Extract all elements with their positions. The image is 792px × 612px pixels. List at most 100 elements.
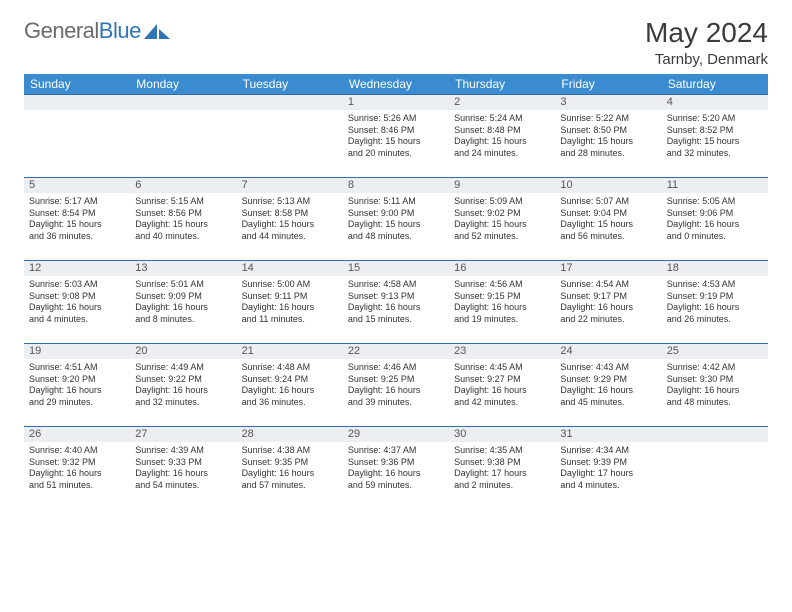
calendar-day-cell: 6Sunrise: 5:15 AMSunset: 8:56 PMDaylight… (130, 178, 236, 261)
calendar-week-row: 12Sunrise: 5:03 AMSunset: 9:08 PMDayligh… (24, 261, 768, 344)
calendar-day-cell: 7Sunrise: 5:13 AMSunset: 8:58 PMDaylight… (237, 178, 343, 261)
day-details: Sunrise: 5:03 AMSunset: 9:08 PMDaylight:… (24, 276, 130, 329)
sunset-line: Sunset: 9:36 PM (348, 457, 444, 469)
calendar-week-row: 1Sunrise: 5:26 AMSunset: 8:46 PMDaylight… (24, 95, 768, 178)
day-number: 17 (555, 261, 661, 276)
sunrise-line: Sunrise: 4:43 AM (560, 362, 656, 374)
calendar-day-cell: 10Sunrise: 5:07 AMSunset: 9:04 PMDayligh… (555, 178, 661, 261)
sunrise-line: Sunrise: 4:56 AM (454, 279, 550, 291)
day-number: 8 (343, 178, 449, 193)
day-details: Sunrise: 5:26 AMSunset: 8:46 PMDaylight:… (343, 110, 449, 163)
daylight-line: Daylight: 16 hoursand 11 minutes. (242, 302, 338, 325)
sunset-line: Sunset: 9:09 PM (135, 291, 231, 303)
sunrise-line: Sunrise: 5:20 AM (667, 113, 763, 125)
weekday-header: Monday (130, 74, 236, 95)
calendar-day-cell: 11Sunrise: 5:05 AMSunset: 9:06 PMDayligh… (662, 178, 768, 261)
day-details: Sunrise: 4:45 AMSunset: 9:27 PMDaylight:… (449, 359, 555, 412)
day-details: Sunrise: 5:22 AMSunset: 8:50 PMDaylight:… (555, 110, 661, 163)
day-number: 11 (662, 178, 768, 193)
calendar-day-cell (662, 427, 768, 510)
daylight-line: Daylight: 16 hoursand 29 minutes. (29, 385, 125, 408)
sunset-line: Sunset: 8:50 PM (560, 125, 656, 137)
title-block: May 2024 Tarnby, Denmark (645, 18, 768, 68)
sunrise-line: Sunrise: 4:34 AM (560, 445, 656, 457)
sunrise-line: Sunrise: 4:40 AM (29, 445, 125, 457)
weekday-header: Friday (555, 74, 661, 95)
daylight-line: Daylight: 16 hoursand 19 minutes. (454, 302, 550, 325)
daylight-line: Daylight: 16 hoursand 8 minutes. (135, 302, 231, 325)
sunrise-line: Sunrise: 4:49 AM (135, 362, 231, 374)
calendar-day-cell: 24Sunrise: 4:43 AMSunset: 9:29 PMDayligh… (555, 344, 661, 427)
daylight-line: Daylight: 15 hoursand 36 minutes. (29, 219, 125, 242)
day-details: Sunrise: 4:37 AMSunset: 9:36 PMDaylight:… (343, 442, 449, 495)
header: GeneralBlue May 2024 Tarnby, Denmark (24, 18, 768, 68)
sunset-line: Sunset: 9:17 PM (560, 291, 656, 303)
daylight-line: Daylight: 16 hoursand 57 minutes. (242, 468, 338, 491)
day-number: 21 (237, 344, 343, 359)
day-number: 19 (24, 344, 130, 359)
logo-text-gray: General (24, 18, 99, 43)
weekday-header: Tuesday (237, 74, 343, 95)
sunrise-line: Sunrise: 4:48 AM (242, 362, 338, 374)
weekday-header: Sunday (24, 74, 130, 95)
day-number: 4 (662, 95, 768, 110)
day-number: 28 (237, 427, 343, 442)
day-number: 2 (449, 95, 555, 110)
day-number: 20 (130, 344, 236, 359)
daylight-line: Daylight: 15 hoursand 32 minutes. (667, 136, 763, 159)
calendar-day-cell: 30Sunrise: 4:35 AMSunset: 9:38 PMDayligh… (449, 427, 555, 510)
sunset-line: Sunset: 9:30 PM (667, 374, 763, 386)
weekday-header: Wednesday (343, 74, 449, 95)
day-number: 26 (24, 427, 130, 442)
sunrise-line: Sunrise: 5:24 AM (454, 113, 550, 125)
calendar-day-cell: 22Sunrise: 4:46 AMSunset: 9:25 PMDayligh… (343, 344, 449, 427)
sunrise-line: Sunrise: 5:13 AM (242, 196, 338, 208)
calendar-week-row: 5Sunrise: 5:17 AMSunset: 8:54 PMDaylight… (24, 178, 768, 261)
sunset-line: Sunset: 8:52 PM (667, 125, 763, 137)
day-details: Sunrise: 4:40 AMSunset: 9:32 PMDaylight:… (24, 442, 130, 495)
sunrise-line: Sunrise: 5:15 AM (135, 196, 231, 208)
sunset-line: Sunset: 9:04 PM (560, 208, 656, 220)
daylight-line: Daylight: 16 hoursand 36 minutes. (242, 385, 338, 408)
day-details: Sunrise: 4:46 AMSunset: 9:25 PMDaylight:… (343, 359, 449, 412)
calendar-header-row: SundayMondayTuesdayWednesdayThursdayFrid… (24, 74, 768, 95)
day-details: Sunrise: 4:53 AMSunset: 9:19 PMDaylight:… (662, 276, 768, 329)
daylight-line: Daylight: 17 hoursand 2 minutes. (454, 468, 550, 491)
sunset-line: Sunset: 9:22 PM (135, 374, 231, 386)
sunset-line: Sunset: 8:54 PM (29, 208, 125, 220)
day-details: Sunrise: 5:00 AMSunset: 9:11 PMDaylight:… (237, 276, 343, 329)
sunset-line: Sunset: 9:29 PM (560, 374, 656, 386)
sunset-line: Sunset: 9:25 PM (348, 374, 444, 386)
day-number: 18 (662, 261, 768, 276)
calendar-day-cell: 17Sunrise: 4:54 AMSunset: 9:17 PMDayligh… (555, 261, 661, 344)
calendar-day-cell: 26Sunrise: 4:40 AMSunset: 9:32 PMDayligh… (24, 427, 130, 510)
sunset-line: Sunset: 9:19 PM (667, 291, 763, 303)
day-number-empty (130, 95, 236, 110)
sunrise-line: Sunrise: 5:17 AM (29, 196, 125, 208)
day-details: Sunrise: 4:42 AMSunset: 9:30 PMDaylight:… (662, 359, 768, 412)
daylight-line: Daylight: 15 hoursand 40 minutes. (135, 219, 231, 242)
calendar-table: SundayMondayTuesdayWednesdayThursdayFrid… (24, 74, 768, 509)
day-number: 1 (343, 95, 449, 110)
weekday-header: Thursday (449, 74, 555, 95)
calendar-day-cell: 25Sunrise: 4:42 AMSunset: 9:30 PMDayligh… (662, 344, 768, 427)
sunrise-line: Sunrise: 5:09 AM (454, 196, 550, 208)
day-details: Sunrise: 4:49 AMSunset: 9:22 PMDaylight:… (130, 359, 236, 412)
day-details: Sunrise: 5:15 AMSunset: 8:56 PMDaylight:… (130, 193, 236, 246)
sunset-line: Sunset: 9:08 PM (29, 291, 125, 303)
day-number: 22 (343, 344, 449, 359)
day-details: Sunrise: 4:38 AMSunset: 9:35 PMDaylight:… (237, 442, 343, 495)
daylight-line: Daylight: 15 hoursand 52 minutes. (454, 219, 550, 242)
calendar-day-cell: 14Sunrise: 5:00 AMSunset: 9:11 PMDayligh… (237, 261, 343, 344)
day-number: 10 (555, 178, 661, 193)
sunrise-line: Sunrise: 5:22 AM (560, 113, 656, 125)
calendar-day-cell: 8Sunrise: 5:11 AMSunset: 9:00 PMDaylight… (343, 178, 449, 261)
day-number: 13 (130, 261, 236, 276)
sunrise-line: Sunrise: 4:45 AM (454, 362, 550, 374)
calendar-day-cell: 13Sunrise: 5:01 AMSunset: 9:09 PMDayligh… (130, 261, 236, 344)
sunrise-line: Sunrise: 4:51 AM (29, 362, 125, 374)
calendar-day-cell: 15Sunrise: 4:58 AMSunset: 9:13 PMDayligh… (343, 261, 449, 344)
day-number: 12 (24, 261, 130, 276)
sunset-line: Sunset: 9:33 PM (135, 457, 231, 469)
calendar-day-cell (24, 95, 130, 178)
